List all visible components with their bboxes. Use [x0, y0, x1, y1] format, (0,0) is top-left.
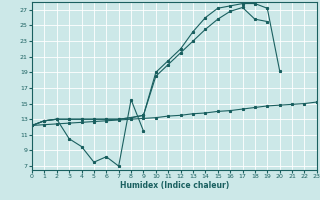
X-axis label: Humidex (Indice chaleur): Humidex (Indice chaleur)	[120, 181, 229, 190]
